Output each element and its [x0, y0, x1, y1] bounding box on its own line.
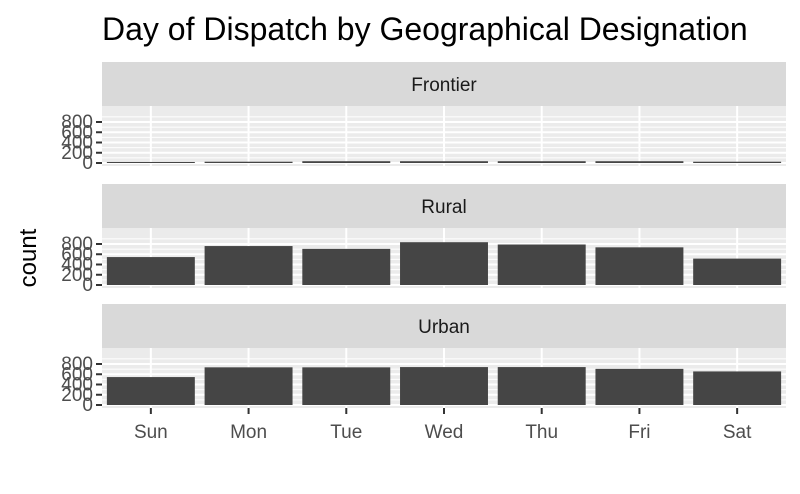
y-tick-label: 200 [61, 143, 93, 164]
y-tick-label: 400 [61, 133, 93, 154]
bar-urban-mon [204, 367, 293, 405]
facet-strip-label: Rural [421, 197, 466, 218]
y-tick-label: 600 [61, 244, 93, 265]
bar-urban-thu [497, 367, 586, 405]
y-axis-label: count [15, 228, 42, 287]
facet-panels: Frontier0200400600800Rural0200400600800U… [61, 62, 786, 416]
x-tick-label: Mon [230, 422, 267, 443]
bar-frontier-sun [106, 161, 195, 163]
bar-rural-sun [106, 257, 195, 285]
bar-rural-tue [302, 248, 391, 285]
bar-rural-thu [497, 244, 586, 285]
x-tick-label: Thu [525, 422, 558, 443]
x-tick-label: Wed [425, 422, 464, 443]
facet-strip [102, 62, 786, 106]
y-tick-label: 600 [61, 364, 93, 385]
bar-rural-wed [400, 242, 488, 285]
y-tick-label: 0 [82, 275, 93, 296]
bar-rural-sat [693, 258, 782, 285]
bar-urban-sun [106, 377, 195, 405]
x-tick-label: Sun [134, 422, 168, 443]
y-tick-label: 600 [61, 122, 93, 143]
y-tick-label: 0 [82, 395, 93, 416]
facet-strip-label: Frontier [411, 75, 477, 96]
x-tick-label: Sat [723, 422, 752, 443]
y-tick-label: 200 [61, 265, 93, 286]
x-axis: Sun Mon Tue Wed Thu Fri Sat [134, 408, 752, 443]
bar-urban-tue [302, 367, 391, 405]
bar-frontier-sat [693, 161, 782, 163]
y-tick-label: 800 [61, 234, 93, 255]
chart-title: Day of Dispatch by Geographical Designat… [102, 11, 748, 47]
bar-rural-fri [595, 247, 684, 285]
bar-frontier-thu [497, 161, 586, 163]
facet-strip-label: Urban [418, 317, 470, 338]
bar-frontier-mon [204, 161, 293, 163]
bar-rural-mon [204, 246, 293, 285]
y-tick-label: 800 [61, 112, 93, 133]
y-tick-label: 200 [61, 385, 93, 406]
bar-frontier-fri [595, 161, 684, 163]
y-tick-label: 800 [61, 354, 93, 375]
bar-frontier-wed [400, 161, 488, 163]
y-tick-label: 400 [61, 255, 93, 276]
bar-urban-fri [595, 368, 684, 405]
x-tick-label: Fri [628, 422, 650, 443]
bar-frontier-tue [302, 161, 391, 163]
bar-urban-wed [400, 367, 488, 405]
facet-strip [102, 304, 786, 348]
bar-urban-sat [693, 371, 782, 405]
y-tick-label: 400 [61, 375, 93, 396]
facet-strip [102, 184, 786, 228]
y-tick-label: 0 [82, 153, 93, 174]
x-tick-label: Tue [330, 422, 362, 443]
